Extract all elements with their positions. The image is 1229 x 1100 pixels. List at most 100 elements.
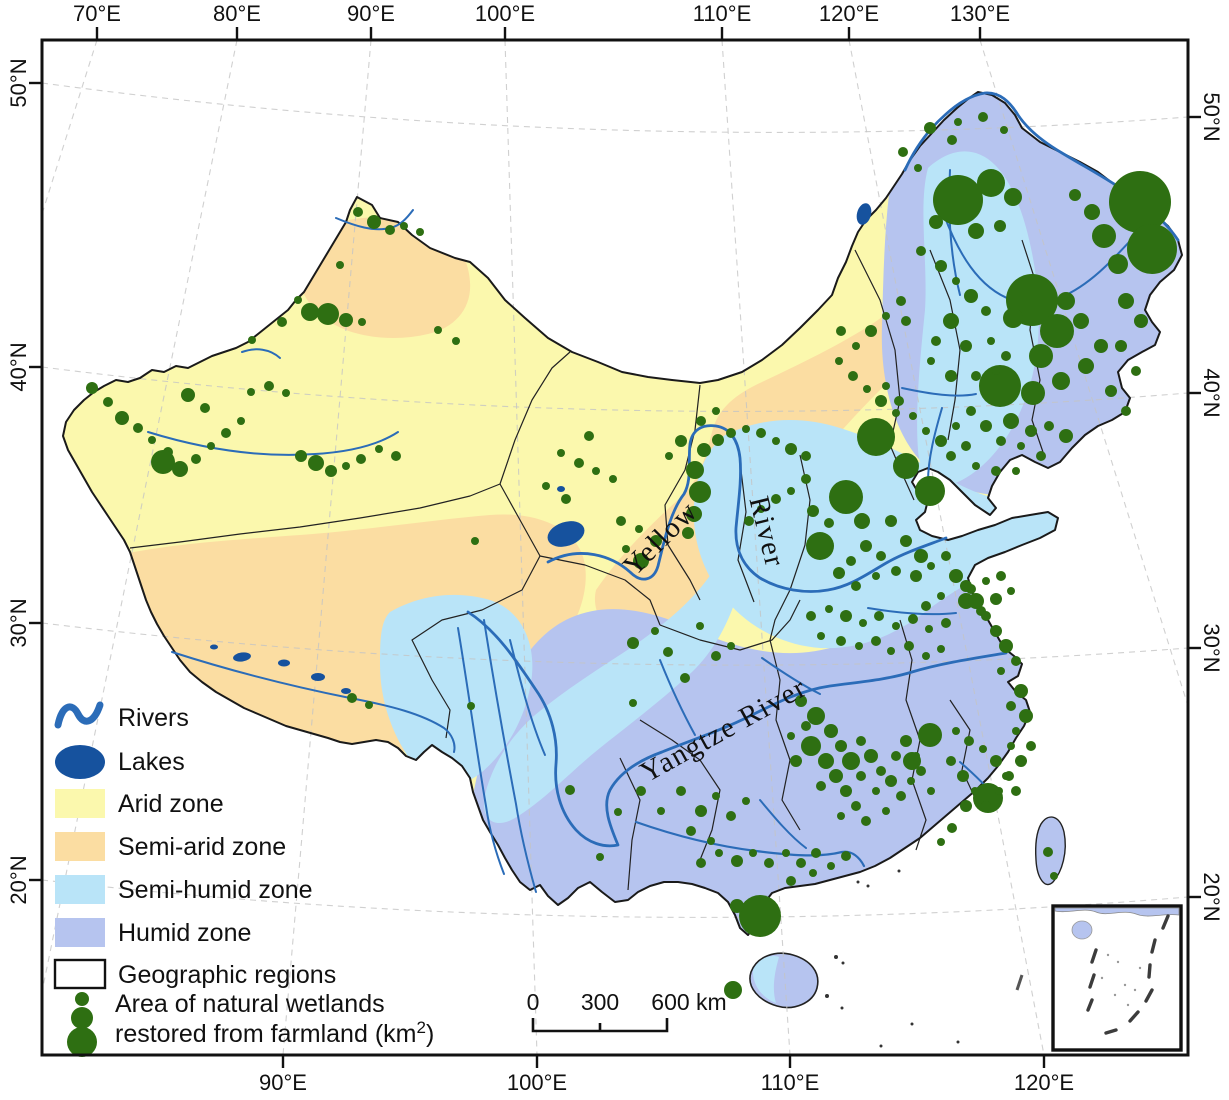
semi-humid-zone-label: Semi-humid zone xyxy=(118,876,313,904)
wetland-dot xyxy=(990,593,1002,605)
axis-tick-label: 20°N xyxy=(1199,872,1224,921)
semi-humid-zone-swatch xyxy=(55,875,105,904)
wetland-dot xyxy=(1019,709,1033,723)
wetland-dot xyxy=(864,749,878,763)
arid-zone-swatch xyxy=(55,789,105,818)
wetland-dot xyxy=(954,118,962,126)
wetland-dot xyxy=(609,475,617,483)
wetland-dot xyxy=(997,667,1005,675)
wetland-dot xyxy=(857,418,895,456)
wetland-dot xyxy=(696,858,706,868)
wetland-dot xyxy=(1127,224,1177,274)
axis-tick-label: 50°N xyxy=(1199,92,1224,141)
wetland-dot xyxy=(882,382,890,390)
wetland-dot xyxy=(995,787,1003,795)
wetland-dot xyxy=(1004,771,1014,781)
axis-tick-label: 40°N xyxy=(6,342,31,391)
wetland-size-large-icon xyxy=(67,1027,97,1057)
wetland-dot xyxy=(724,981,742,999)
wetland-dot xyxy=(353,207,363,217)
graticule-parallel xyxy=(42,879,1188,918)
wetland-dot xyxy=(452,337,460,345)
wetland-dot xyxy=(929,215,943,229)
wetland-dot xyxy=(900,535,912,547)
wetland-dot xyxy=(574,458,584,468)
wetland-dot xyxy=(854,513,870,529)
wetland-dot xyxy=(937,592,945,600)
scale-600km-label: 600 km xyxy=(651,989,726,1015)
axis-tick-label: 120°E xyxy=(1014,1070,1074,1095)
wetland-dot xyxy=(696,622,704,630)
pearl-river-north-fork xyxy=(759,799,807,849)
wetland-dot xyxy=(817,632,825,640)
wetland-dot xyxy=(712,792,720,800)
map-legend: Rivers Lakes Arid zone Semi-arid zone Se… xyxy=(53,701,434,1057)
wetland-dot xyxy=(317,303,339,325)
wetland-dot xyxy=(790,755,802,767)
wetland-dot xyxy=(339,313,353,327)
hainan-semi-humid-patch xyxy=(752,956,779,1003)
scale-0-label: 0 xyxy=(527,989,540,1015)
wetland-dot xyxy=(961,441,971,451)
wetland-dot xyxy=(633,553,649,569)
ili-river xyxy=(241,348,281,359)
wetland-dot xyxy=(964,736,974,746)
wetland-dot xyxy=(356,454,366,464)
wetland-dot xyxy=(294,296,302,304)
wetland-dot xyxy=(981,801,991,811)
wetland-dot xyxy=(924,122,936,134)
wetland-dot xyxy=(807,505,819,517)
graticule-meridian xyxy=(504,40,538,1055)
wetland-dot xyxy=(863,385,871,393)
wetland-dot xyxy=(1108,254,1128,274)
wetland-dot xyxy=(801,721,811,731)
wetland-dot xyxy=(927,357,935,365)
wetland-size-small-icon xyxy=(75,992,89,1006)
wetland-dot xyxy=(882,807,890,815)
wetland-dot xyxy=(1043,847,1053,857)
wetland-dot xyxy=(247,388,255,396)
wetland-dot xyxy=(663,647,673,657)
wetland-dot xyxy=(992,367,1000,375)
axis-tick-label: 120°E xyxy=(819,1,879,26)
wetland-dot xyxy=(875,395,887,407)
wetland-dot xyxy=(651,627,659,635)
graticule-meridian xyxy=(979,40,1188,708)
wetland-dot xyxy=(952,422,960,430)
wetland-dot xyxy=(952,727,960,735)
wetland-dot xyxy=(787,732,795,740)
wetland-dot xyxy=(1050,872,1058,880)
wetland-dot xyxy=(937,838,945,846)
wetland-dot xyxy=(1029,344,1053,368)
axis-tick-label: 110°E xyxy=(761,1070,820,1095)
wetland-dot xyxy=(846,556,856,566)
wetland-dot xyxy=(977,169,1005,197)
wetland-dot xyxy=(827,862,835,870)
wetland-dot xyxy=(971,787,979,795)
geographic-regions-label: Geographic regions xyxy=(118,961,336,989)
wetland-dot xyxy=(914,549,928,563)
wetland-dot xyxy=(874,611,884,621)
wetland-dot xyxy=(730,899,744,913)
wetland-dot xyxy=(726,811,736,821)
wetland-dot xyxy=(807,707,825,725)
wetland-dot xyxy=(1012,467,1020,475)
wetland-dot xyxy=(937,645,945,653)
wetland-dot xyxy=(918,723,942,747)
wetland-dot xyxy=(629,699,637,707)
wetland-dot xyxy=(964,289,978,303)
wetland-dot xyxy=(191,454,201,464)
china-national-boundary xyxy=(62,91,1183,936)
lakes-layer xyxy=(210,203,872,694)
wetland-dot xyxy=(1011,786,1021,796)
wetland-dot xyxy=(565,785,575,795)
wetland-dot xyxy=(925,625,933,633)
wetland-dot xyxy=(996,571,1006,581)
wetland-dot xyxy=(1021,381,1045,405)
wetland-dot xyxy=(375,445,383,453)
graticule-parallel xyxy=(42,366,1188,412)
wetland-dot xyxy=(896,791,906,801)
axis-tick-label: 90°E xyxy=(347,1,395,26)
wetland-dot xyxy=(891,566,901,576)
axis-tick-label: 30°N xyxy=(1199,623,1224,672)
